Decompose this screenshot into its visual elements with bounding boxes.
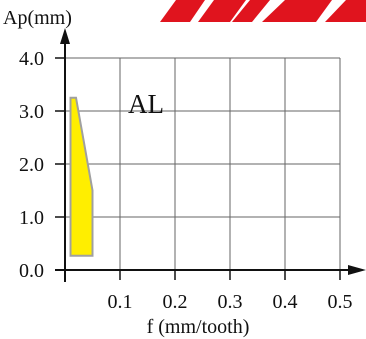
y-axis-label: Ap(mm) [3, 7, 72, 29]
series-annotation-al: AL [128, 89, 164, 119]
y-tick-label: 1.0 [19, 207, 44, 229]
x-tick-label: 0.1 [108, 291, 133, 313]
x-axis-label: f (mm/tooth) [147, 316, 250, 338]
y-tick-label: 2.0 [19, 154, 44, 176]
y-tick-label: 3.0 [19, 101, 44, 123]
x-tick-label: 0.2 [163, 291, 188, 313]
x-tick-label: 0.3 [218, 291, 243, 313]
y-tick-label: 0.0 [19, 260, 44, 282]
x-tick-label: 0.4 [273, 291, 298, 313]
banner-stroke-4 [262, 0, 332, 22]
banner-stroke-5 [325, 0, 366, 22]
banner-stroke-2 [198, 0, 246, 22]
y-tick-labels: 0.0 1.0 2.0 3.0 4.0 [19, 48, 44, 282]
banner-stroke-3 [232, 0, 270, 22]
red-banner-graphic [160, 0, 366, 22]
y-tick-label: 4.0 [19, 48, 44, 70]
grid [65, 57, 341, 270]
x-axis-arrow [348, 265, 366, 275]
banner-stroke-1 [160, 0, 205, 22]
x-tick-labels: 0.1 0.2 0.3 0.4 0.5 [108, 291, 353, 313]
axes [55, 28, 366, 282]
series-al-region [69, 96, 94, 257]
y-axis-arrow [60, 28, 70, 44]
x-tick-label: 0.5 [328, 291, 353, 313]
